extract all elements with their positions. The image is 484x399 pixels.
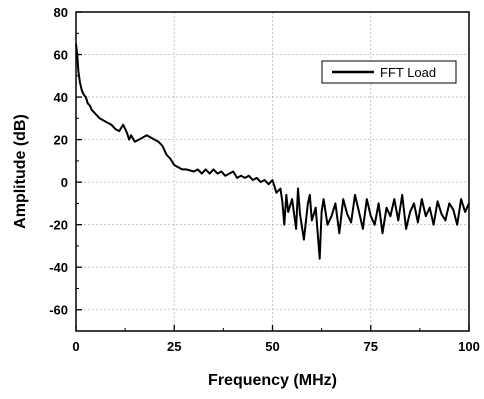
- y-tick-label: 60: [54, 48, 68, 63]
- y-tick-label: -40: [49, 260, 68, 275]
- y-tick-label: 20: [54, 133, 68, 148]
- grid-layer: [76, 12, 469, 331]
- legend-label-fft-load: FFT Load: [380, 65, 436, 80]
- legend-box: [321, 60, 457, 84]
- y-tick-label: 0: [61, 175, 68, 190]
- x-tick-label: 0: [72, 339, 79, 354]
- ticks-layer: 0 25 50 75 100 -60 -40 -20 0 20 40 60 80: [49, 5, 480, 354]
- plot-frame: [75, 11, 470, 332]
- y-axis-title: Amplitude (dB): [12, 114, 29, 229]
- x-axis-title: Frequency (MHz): [208, 372, 337, 389]
- x-tick-label: 50: [265, 339, 279, 354]
- x-tick-label: 100: [458, 339, 480, 354]
- x-tick-label: 25: [167, 339, 181, 354]
- y-tick-label: -20: [49, 218, 68, 233]
- legend: FFT Load: [321, 60, 457, 84]
- series-layer: [75, 43, 470, 260]
- y-tick-label: -60: [49, 303, 68, 318]
- x-tick-label: 75: [364, 339, 378, 354]
- y-tick-label: 80: [54, 5, 68, 20]
- y-tick-label: 40: [54, 90, 68, 105]
- series-line-fft-load: [75, 43, 470, 260]
